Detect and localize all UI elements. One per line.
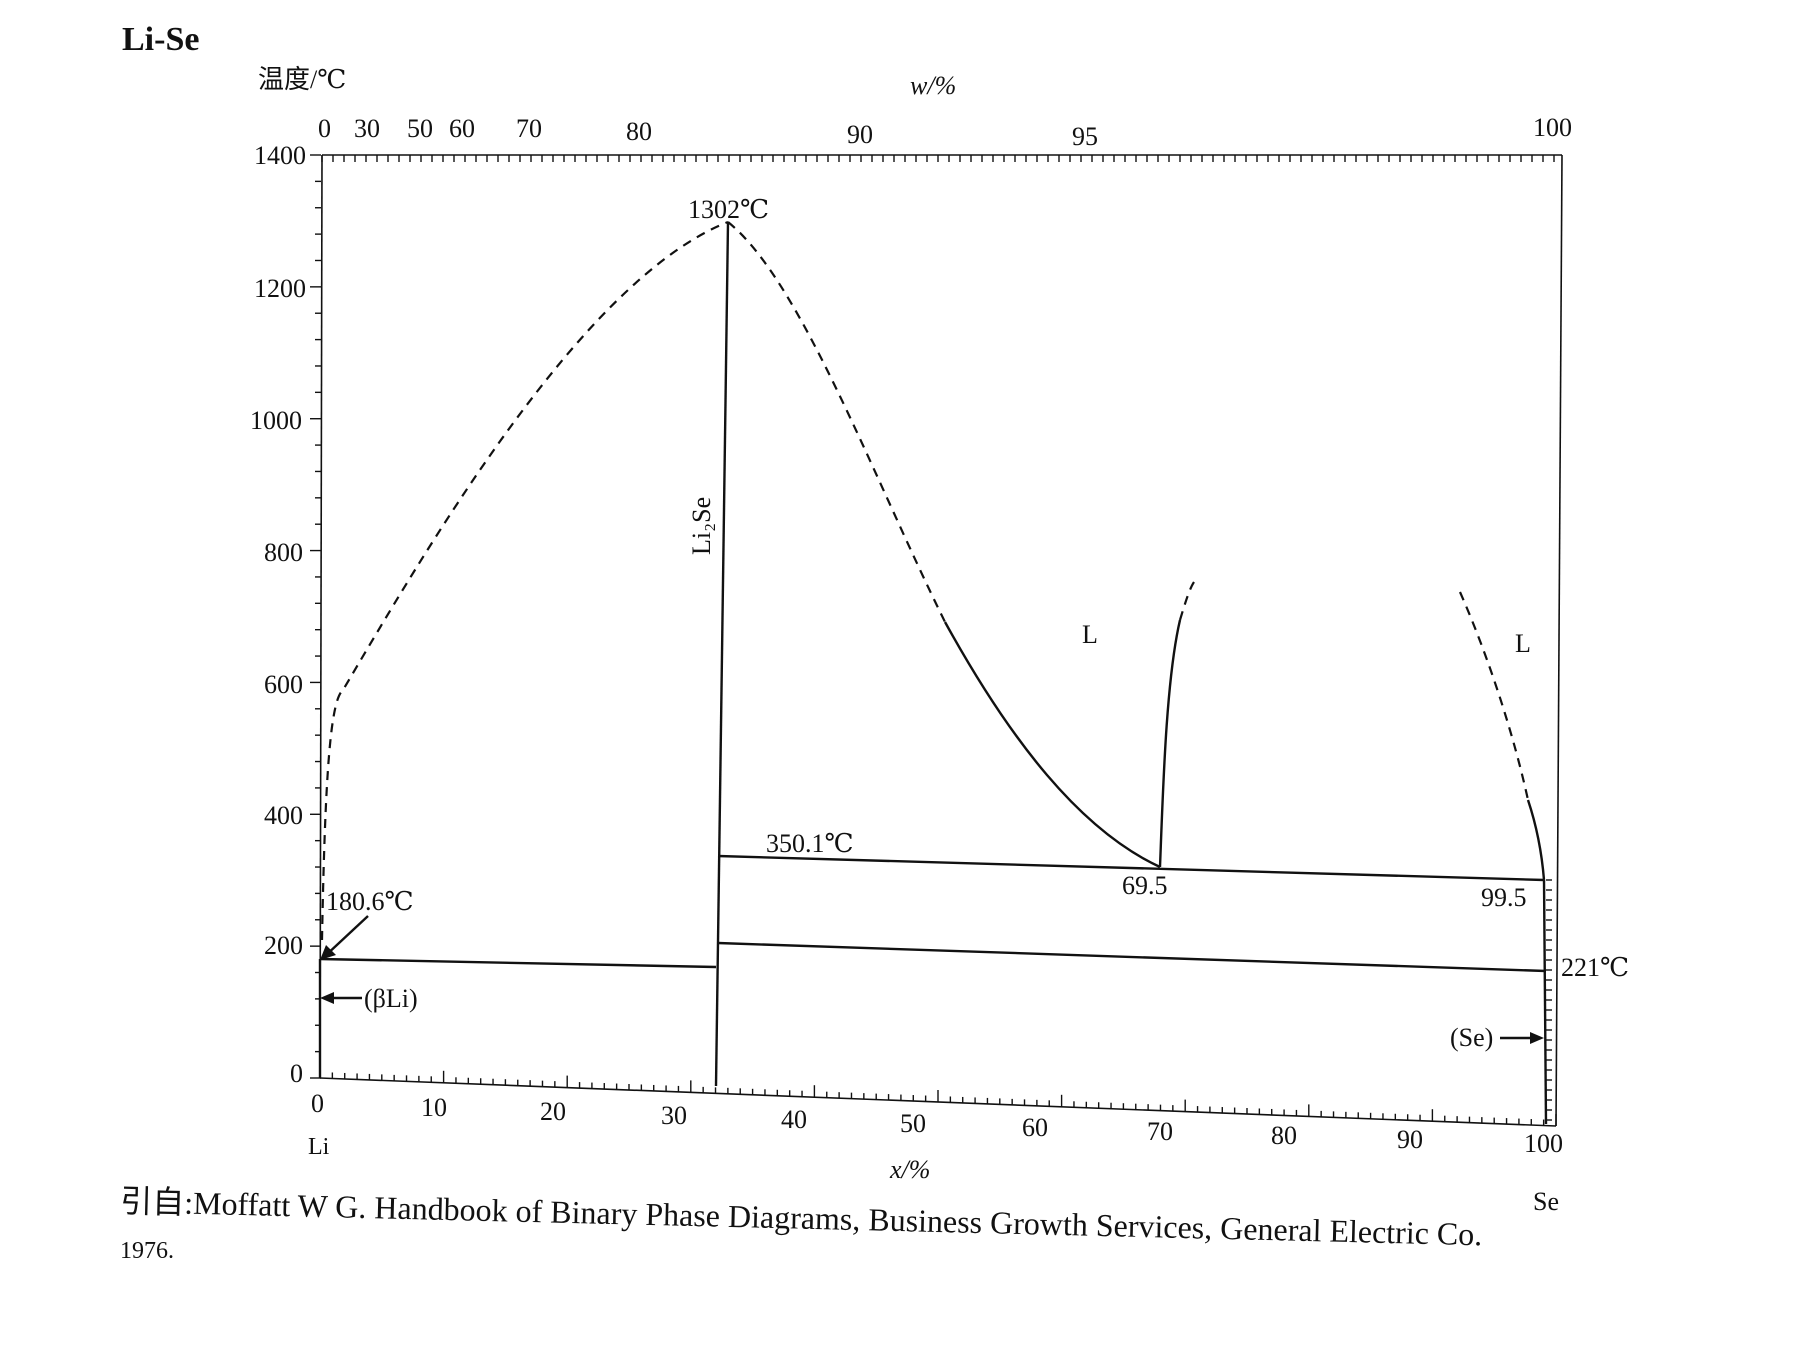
eutectic-line-right bbox=[717, 941, 1547, 973]
eutectic-temp-label: 350.1℃ bbox=[766, 829, 854, 858]
left-axis-title: 温度/℃ bbox=[258, 65, 346, 94]
right-axis-line bbox=[1555, 154, 1563, 1127]
bottom-tick-label: 10 bbox=[421, 1093, 447, 1122]
bottom-tick-label: 0 bbox=[311, 1089, 324, 1118]
left-tick-label: 1200 bbox=[254, 274, 306, 303]
element-se-label: Se bbox=[1533, 1187, 1559, 1216]
top-tick-label: 70 bbox=[516, 114, 542, 143]
se-phase-arrowhead bbox=[1530, 1032, 1544, 1044]
li-melting-label: 180.6℃ bbox=[326, 887, 414, 916]
caption-line-2: 1976. bbox=[120, 1238, 174, 1264]
left-tick-label: 1000 bbox=[250, 406, 302, 435]
diagram-title: Li-Se bbox=[122, 21, 199, 58]
bottom-tick-label: 70 bbox=[1147, 1117, 1173, 1146]
left-tick-label: 600 bbox=[264, 670, 303, 699]
left-axis-line bbox=[319, 154, 323, 1079]
bottom-tick-label: 40 bbox=[781, 1105, 807, 1134]
eutectic-line-350 bbox=[717, 854, 1545, 882]
element-li-label: Li bbox=[308, 1134, 330, 1160]
top-tick-label: 100 bbox=[1533, 113, 1572, 142]
left-tick-label: 0 bbox=[290, 1059, 303, 1088]
liquid-mid-label: L bbox=[1082, 620, 1098, 649]
liquidus-69-solid bbox=[1158, 619, 1182, 868]
li-melting-arrowhead bbox=[320, 945, 336, 960]
liquidus-69-dashed bbox=[1178, 581, 1195, 621]
top-tick-label: 95 bbox=[1072, 122, 1098, 151]
bottom-tick-label: 80 bbox=[1271, 1121, 1297, 1150]
left-tick-label: 800 bbox=[264, 538, 303, 567]
eutectic-line-left bbox=[319, 957, 717, 969]
bottom-axis-title: x/% bbox=[889, 1155, 930, 1184]
eutectic-comp-69-label: 69.5 bbox=[1122, 871, 1168, 900]
max-temp-label: 1302℃ bbox=[688, 195, 769, 224]
liquidus-mid-solid bbox=[943, 621, 1161, 869]
liquid-right-label: L bbox=[1515, 629, 1531, 658]
liquidus-left-dashed bbox=[320, 220, 729, 941]
beta-li-label: (βLi) bbox=[364, 984, 418, 1013]
top-tick-label: 60 bbox=[449, 114, 475, 143]
top-tick-label: 50 bbox=[407, 114, 433, 143]
top-axis-title: w/% bbox=[910, 71, 956, 100]
left-axis-ticks bbox=[310, 154, 321, 1079]
bottom-tick-label: 90 bbox=[1397, 1125, 1423, 1154]
minor-ticks bbox=[321, 155, 1555, 1121]
top-tick-label: 80 bbox=[626, 117, 652, 146]
left-tick-label: 200 bbox=[264, 931, 303, 960]
li-melting-arrow bbox=[323, 915, 369, 958]
left-tick-label: 400 bbox=[264, 801, 303, 830]
se-boundary bbox=[1542, 879, 1548, 1125]
left-tick-label: 1400 bbox=[254, 141, 306, 170]
bottom-tick-label: 30 bbox=[661, 1101, 687, 1130]
caption-line-1: 引自:Moffatt W G. Handbook of Binary Phase… bbox=[120, 1183, 1483, 1252]
beta-li-arrowhead bbox=[320, 992, 334, 1004]
bottom-tick-label: 100 bbox=[1524, 1129, 1563, 1158]
liquidus-right-dashed bbox=[1458, 591, 1530, 801]
top-tick-label: 0 bbox=[318, 114, 331, 143]
bottom-axis-ticks bbox=[319, 1066, 1557, 1126]
bottom-tick-label: 60 bbox=[1022, 1113, 1048, 1142]
bottom-tick-label: 20 bbox=[540, 1097, 566, 1126]
se-melting-label: 221℃ bbox=[1561, 953, 1629, 982]
eutectic-comp-99-label: 99.5 bbox=[1481, 883, 1527, 912]
liquidus-right-solid bbox=[1526, 799, 1546, 881]
top-tick-label: 30 bbox=[354, 114, 380, 143]
bottom-tick-label: 50 bbox=[900, 1109, 926, 1138]
li2se-compound-line bbox=[714, 221, 730, 1087]
se-phase-label: (Se) bbox=[1450, 1023, 1493, 1052]
compound-label: Li₂Se bbox=[687, 497, 716, 555]
top-tick-label: 90 bbox=[847, 120, 873, 149]
liquidus-mid-dashed bbox=[727, 221, 946, 623]
